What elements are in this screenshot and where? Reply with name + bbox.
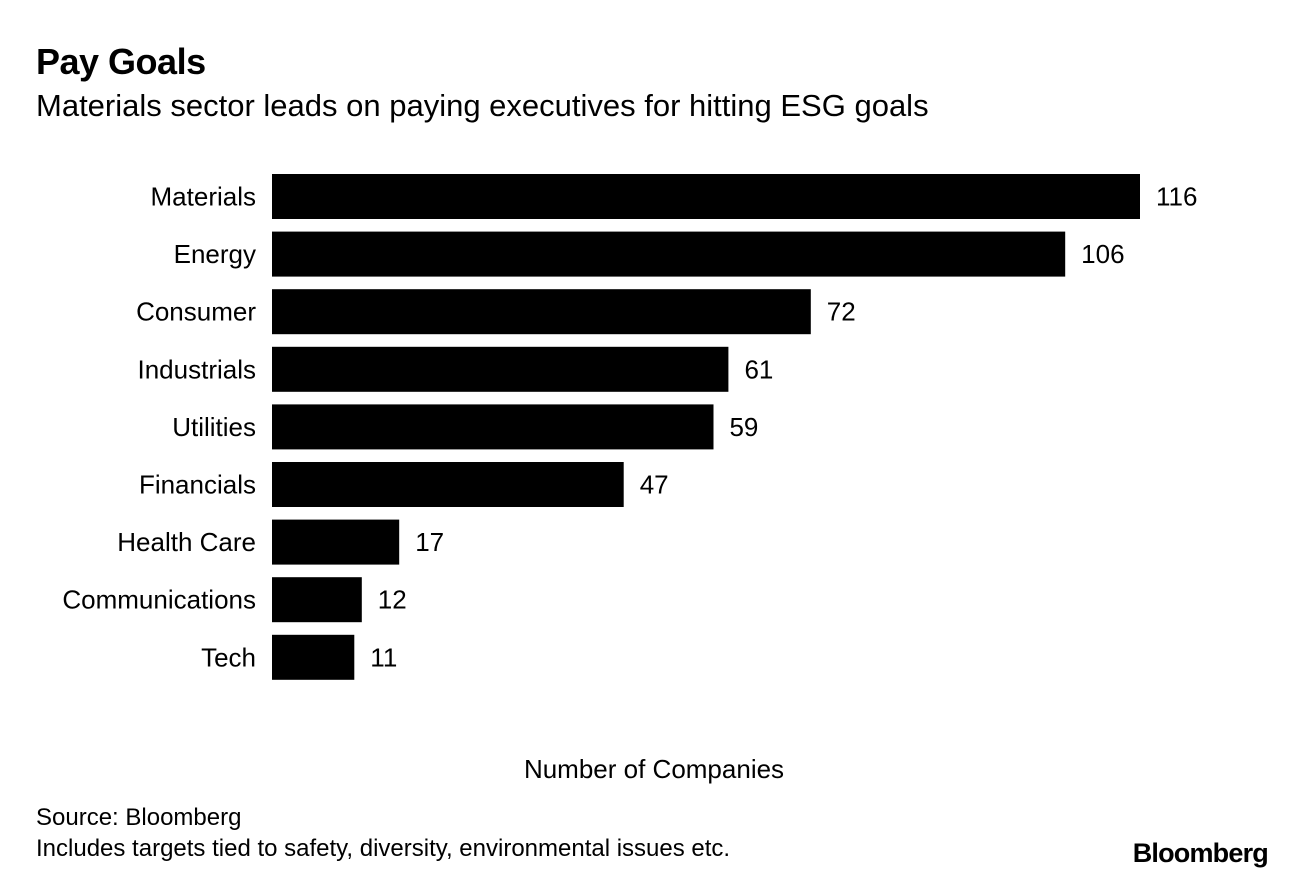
category-label-financials: Financials xyxy=(139,470,256,500)
chart-subtitle: Materials sector leads on paying executi… xyxy=(36,88,929,123)
chart-title: Pay Goals xyxy=(36,41,206,82)
value-label-health-care: 17 xyxy=(415,527,444,557)
value-label-communications: 12 xyxy=(378,585,407,615)
bar-communications xyxy=(272,577,362,623)
value-label-materials: 116 xyxy=(1156,182,1197,212)
value-label-industrials: 61 xyxy=(744,354,773,384)
value-label-consumer: 72 xyxy=(827,297,856,327)
value-label-financials: 47 xyxy=(640,470,669,500)
value-label-energy: 106 xyxy=(1081,239,1124,269)
bar-consumer xyxy=(272,289,811,335)
bar-energy xyxy=(272,231,1066,277)
bar-materials xyxy=(272,174,1140,219)
category-label-communications: Communications xyxy=(62,585,256,615)
footnote: Includes targets tied to safety, diversi… xyxy=(36,835,731,862)
category-label-utilities: Utilities xyxy=(172,412,256,442)
bar-health-care xyxy=(272,519,400,565)
category-label-consumer: Consumer xyxy=(136,297,256,327)
category-label-materials: Materials xyxy=(151,182,256,212)
source-note: Source: Bloomberg xyxy=(36,804,242,831)
value-label-tech: 11 xyxy=(370,642,397,672)
bar-utilities xyxy=(272,404,714,450)
bloomberg-logo: Bloomberg xyxy=(1132,838,1269,868)
category-label-tech: Tech xyxy=(201,642,256,672)
category-label-industrials: Industrials xyxy=(138,354,257,384)
value-label-utilities: 59 xyxy=(729,412,758,442)
category-label-health-care: Health Care xyxy=(117,527,256,557)
category-label-energy: Energy xyxy=(174,239,256,269)
bar-tech xyxy=(272,634,355,680)
bar-financials xyxy=(272,462,624,507)
bar-industrials xyxy=(272,346,729,392)
bar-chart: Materials 116 Energy 106 Consumer 72 Industria… xyxy=(62,174,1197,680)
x-axis-label: Number of Companies xyxy=(523,754,785,784)
